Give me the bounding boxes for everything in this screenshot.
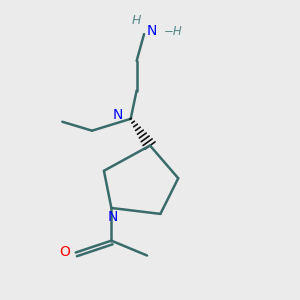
Text: H: H (132, 14, 141, 27)
Text: −H: −H (164, 25, 182, 38)
Text: N: N (108, 211, 118, 224)
Text: N: N (113, 108, 123, 122)
Text: N: N (147, 24, 158, 38)
Text: O: O (59, 245, 70, 259)
